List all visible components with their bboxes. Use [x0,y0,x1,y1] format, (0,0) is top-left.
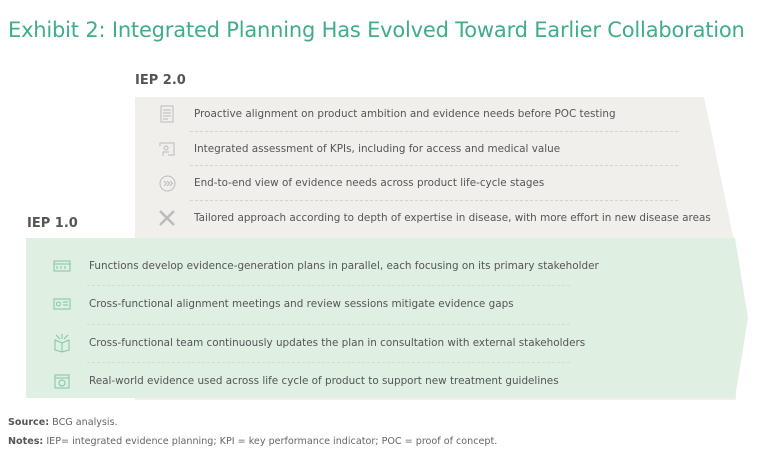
meeting-card-icon [47,298,77,310]
notes-text: IEP= integrated evidence planning; KPI =… [46,436,498,447]
source-label: Source: [8,417,50,428]
item-text: Tailored approach according to depth of … [194,212,711,224]
iep1-item: Real-world evidence used across life cyc… [47,364,559,398]
iep1-item: Functions develop evidence-generation pl… [47,249,599,283]
iep2-item: Proactive alignment on product ambition … [152,97,616,131]
item-text: Real-world evidence used across life cyc… [89,375,559,387]
document-icon [152,105,182,123]
iep2-item: Tailored approach according to depth of … [152,201,711,235]
item-text: Proactive alignment on product ambition … [194,108,616,120]
divider [87,285,570,286]
team-box-icon [47,333,77,353]
iep1-item: Cross-functional alignment meetings and … [47,287,514,321]
divider [190,200,678,201]
iep2-label: IEP 2.0 [135,73,186,88]
calendar-check-icon [47,373,77,389]
notes: Notes: IEP= integrated evidence planning… [8,436,497,447]
parallel-plans-icon [47,260,77,272]
notes-label: Notes: [8,436,44,447]
tools-icon [152,209,182,227]
source-text: BCG analysis. [52,417,118,428]
iep2-item: End-to-end view of evidence needs across… [152,166,544,200]
iep1-label: IEP 1.0 [27,216,78,231]
iep1-band [26,238,748,398]
iep2-item: Integrated assessment of KPIs, including… [152,132,560,166]
divider [190,131,678,132]
item-text: Cross-functional team continuously updat… [89,337,586,349]
exhibit-title: Exhibit 2: Integrated Planning Has Evolv… [8,18,745,42]
divider [87,324,570,325]
divider [87,362,570,363]
iep1-item: Cross-functional team continuously updat… [47,326,585,360]
item-text: End-to-end view of evidence needs across… [194,177,545,189]
presentation-icon [152,141,182,157]
divider [190,165,678,166]
item-text: Cross-functional alignment meetings and … [89,298,514,310]
source-note: Source: BCG analysis. [8,417,118,428]
item-text: Integrated assessment of KPIs, including… [194,143,561,155]
item-text: Functions develop evidence-generation pl… [89,260,599,272]
fast-forward-circle-icon [152,175,182,192]
